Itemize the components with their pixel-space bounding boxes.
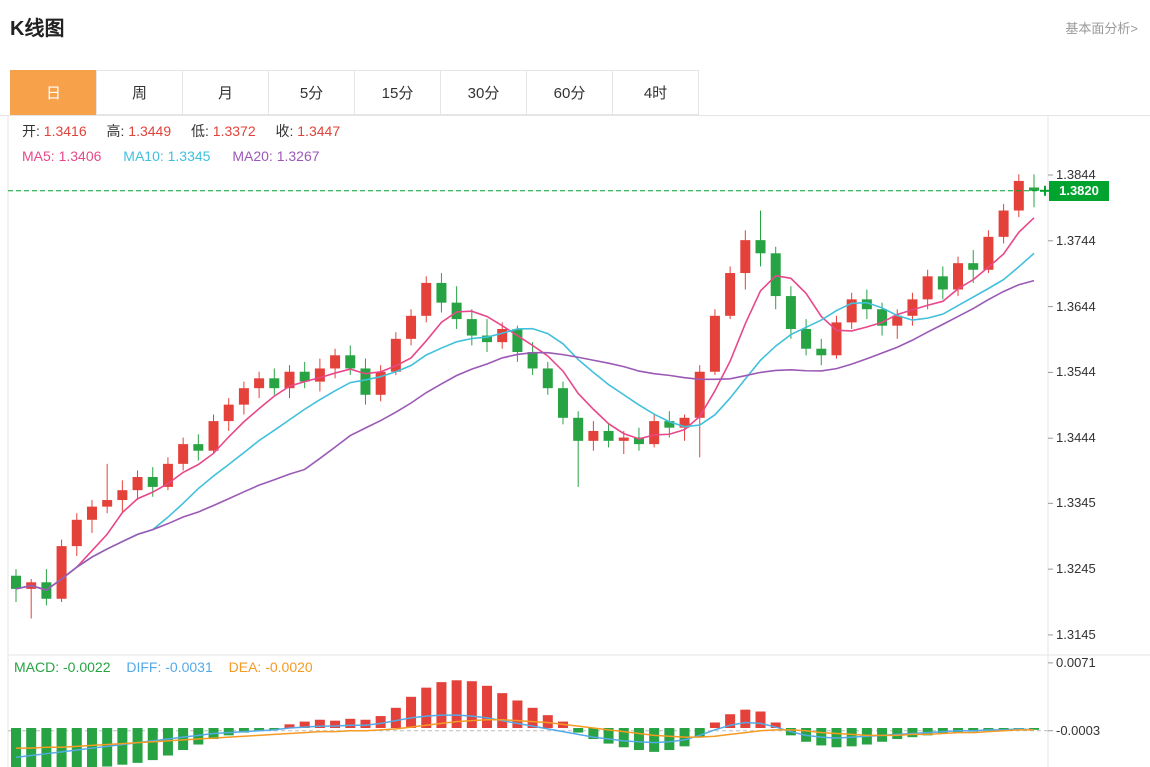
tab-weekly[interactable]: 周 [96,70,183,115]
tabbar-divider [0,115,1150,116]
price-axis-label: 1.3345 [1056,495,1096,511]
macd-value-legend: MACD: -0.0022 [14,659,111,675]
ma10-legend: MA10: 1.3345 [123,148,211,164]
tab-daily[interactable]: 日 [10,70,97,115]
macd-legend: MACD: -0.0022 DIFF: -0.0031 DEA: -0.0020 [14,659,325,675]
macd-axis-label: -0.0003 [1056,722,1101,738]
open-value: 1.3416 [43,123,87,139]
ma20-legend: MA20: 1.3267 [232,148,320,164]
price-axis-label: 1.3245 [1056,561,1096,577]
ma-legend: MA5: 1.3406 MA10: 1.3345 MA20: 1.3267 [22,148,338,164]
macd-histogram [11,680,1039,767]
current-price-tag: 1.3820 [1049,180,1109,201]
dea-value-legend: DEA: -0.0020 [228,659,313,675]
ma10-line [15,252,1035,591]
price-axis-label: 1.3744 [1056,232,1096,248]
close-value: 1.3447 [297,123,341,139]
price-axis-label: 1.3544 [1056,364,1096,380]
tab-5min[interactable]: 5分 [268,70,355,115]
macd-dea-line [16,718,1034,749]
high-value: 1.3449 [128,123,172,139]
ma5-legend: MA5: 1.3406 [22,148,102,164]
price-axis-label: 1.3145 [1056,626,1096,642]
ohlc-legend: 开: 1.3416 高: 1.3449 低: 1.3372 收: 1.3447 [22,121,356,141]
ma5-line [15,217,1035,591]
price-axis-label: 1.3444 [1056,430,1096,446]
ma20-line [15,279,1035,591]
fundamental-analysis-link[interactable]: 基本面分析> [1065,21,1138,36]
candlestick-series [11,174,1039,619]
frame-lines [7,115,1150,767]
tab-monthly[interactable]: 月 [182,70,269,115]
tab-4hour[interactable]: 4时 [612,70,699,115]
close-label: 收: [275,123,294,139]
tab-15min[interactable]: 15分 [354,70,441,115]
open-label: 开: [22,123,40,139]
timeframe-tabs: 日 周 月 5分 15分 30分 60分 4时 [10,70,699,115]
price-axis-label: 1.3644 [1056,298,1096,314]
last-price-marker [1040,185,1050,196]
high-label: 高: [106,123,125,139]
low-value: 1.3372 [212,123,256,139]
tab-30min[interactable]: 30分 [440,70,527,115]
tab-60min[interactable]: 60分 [526,70,613,115]
macd-axis-label: 0.0071 [1056,654,1096,670]
price-axis-label: 1.3844 [1056,167,1096,182]
diff-value-legend: DIFF: -0.0031 [126,659,213,675]
macd-diff-line [15,714,1035,759]
page-title: K线图 [10,18,65,40]
axis-ticks [1048,174,1053,732]
low-label: 低: [191,123,209,139]
